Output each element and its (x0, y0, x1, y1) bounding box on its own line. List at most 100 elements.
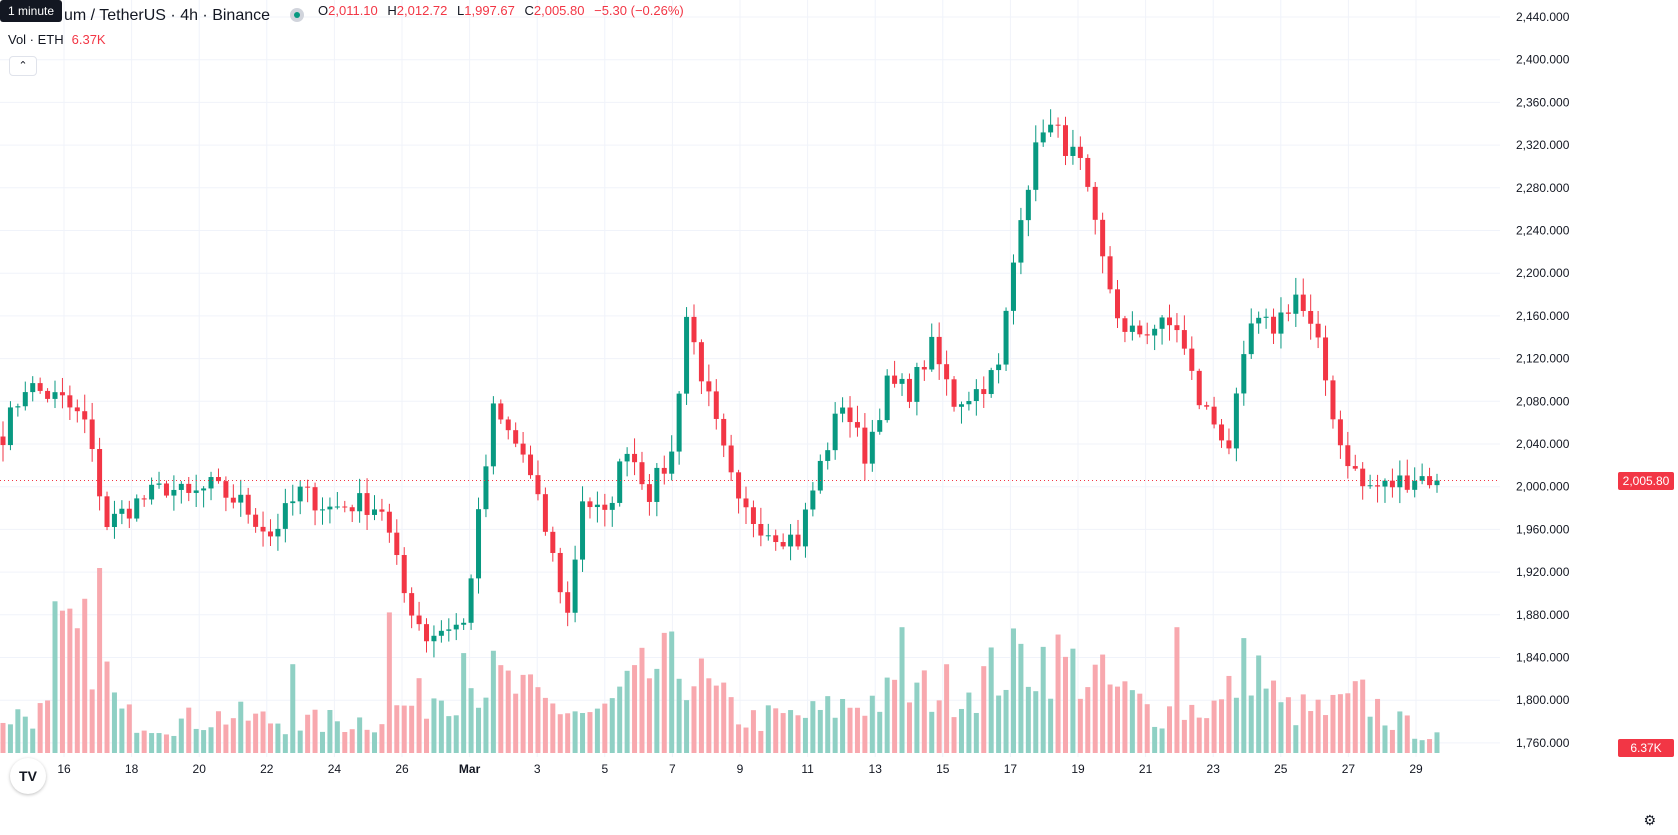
volume-bar (1100, 654, 1106, 753)
volume-bar (1040, 646, 1046, 753)
volume-bar (1003, 689, 1009, 753)
time-tick-label: 29 (1409, 762, 1423, 776)
volume-bar (1323, 715, 1329, 753)
candle-body (453, 624, 459, 630)
candle-body (788, 534, 794, 547)
candle-body (67, 395, 73, 408)
market-status-icon[interactable] (290, 8, 304, 22)
candle-body (89, 419, 95, 450)
volume-bar (572, 711, 578, 753)
candle-body (817, 460, 823, 491)
volume-bar (1308, 711, 1314, 753)
volume-bar (862, 715, 868, 753)
volume-bar (795, 715, 801, 753)
volume-bar (973, 712, 979, 753)
volume-bar (0, 722, 6, 753)
candle-body (104, 496, 110, 528)
candle-body (602, 504, 608, 510)
volume-bar (557, 714, 563, 753)
volume-bar (134, 732, 140, 753)
candle-body (609, 502, 615, 510)
volume-bar (639, 647, 645, 753)
candle-body (52, 392, 58, 399)
candle-body (1412, 480, 1418, 490)
volume-bar (899, 627, 905, 753)
candle-body (134, 498, 140, 519)
price-tick-label: 2,280.000 (1516, 181, 1570, 195)
candle-body (921, 366, 927, 370)
candle-body (580, 501, 586, 560)
price-tick-label: 2,240.000 (1516, 224, 1570, 238)
candle-body (476, 509, 482, 579)
volume-bar (1404, 715, 1410, 753)
volume-bar (1367, 716, 1373, 753)
volume-bar (892, 679, 898, 753)
volume-bar (825, 696, 831, 753)
candle-body (1062, 125, 1068, 156)
candle-body (126, 508, 132, 519)
candle-body (208, 477, 214, 489)
volume-bar (364, 729, 370, 753)
time-tick-label: 18 (125, 762, 139, 776)
volume-bar (22, 716, 28, 753)
volume-bar (929, 711, 935, 753)
volume-bar (1181, 719, 1187, 753)
tradingview-logo-icon[interactable]: TV (10, 758, 46, 794)
volume-bar (186, 707, 192, 753)
candle-body (201, 488, 207, 491)
volume-bar (1397, 711, 1403, 753)
candle-body (1241, 354, 1247, 394)
candle-body (981, 389, 987, 395)
volume-bar (1330, 694, 1336, 753)
volume-bar (624, 670, 630, 753)
volume-bar (97, 568, 103, 753)
candle-body (483, 466, 489, 510)
collapse-legend-button[interactable]: ⌃ (9, 56, 37, 76)
volume-bar (1375, 698, 1381, 753)
candle-body (59, 392, 65, 396)
price-tick-label: 1,960.000 (1516, 522, 1570, 536)
volume-bar (1419, 740, 1425, 753)
candle-body (1018, 220, 1024, 263)
volume-bar (1115, 686, 1120, 753)
volume-bar (342, 732, 348, 753)
volume-bar (438, 700, 444, 753)
volume-bar (1233, 697, 1239, 753)
candle-body (149, 484, 155, 500)
candle-body (721, 418, 727, 446)
volume-bar (958, 708, 964, 753)
volume-bar (498, 665, 504, 753)
volume-bar (996, 695, 1002, 753)
candle-body (22, 392, 28, 407)
candle-body (847, 407, 853, 423)
volume-bar (476, 707, 482, 753)
candle-body (1382, 480, 1388, 487)
candle-body (1040, 132, 1046, 143)
symbol-title[interactable]: um / TetherUS · 4h · Binance (64, 7, 271, 24)
candle-body (0, 436, 6, 446)
candle-body (1233, 393, 1239, 449)
candle-body (1196, 370, 1202, 406)
time-tick-label: 21 (1139, 762, 1153, 776)
candle-body (944, 364, 950, 380)
candle-body (1204, 405, 1210, 407)
volume-bar (1107, 684, 1113, 753)
candle-body (74, 407, 80, 412)
change-value: −5.30 (−0.26%) (594, 3, 684, 18)
candle-body (513, 430, 519, 444)
volume-label[interactable]: Vol · ETH (8, 32, 64, 47)
volume-bar (193, 728, 199, 753)
candle-body (899, 378, 905, 384)
candle-body (565, 592, 571, 613)
candle-body (342, 506, 348, 508)
candle-body (914, 366, 920, 402)
candle-body (37, 383, 43, 391)
candle-body (1345, 445, 1351, 467)
volume-bar (483, 697, 489, 753)
gear-icon[interactable]: ⚙ (1643, 812, 1656, 828)
volume-bar (1293, 725, 1299, 753)
time-tick-label: 22 (260, 762, 274, 776)
candle-body (654, 467, 660, 502)
volume-bar (490, 650, 496, 753)
